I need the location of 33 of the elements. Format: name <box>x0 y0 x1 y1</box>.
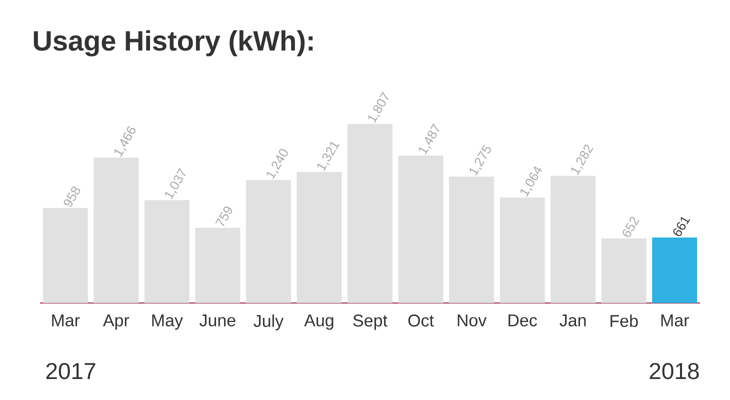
x-tick-label: Nov <box>458 314 487 326</box>
bar <box>500 198 545 303</box>
data-label: 759 <box>215 206 232 226</box>
x-tick-label: Jan <box>560 314 586 326</box>
bar <box>42 208 88 303</box>
x-tick-label: Sept <box>353 314 388 330</box>
data-label: 661 <box>673 216 690 236</box>
x-tick-label: Dec <box>508 314 537 326</box>
x-tick-label: Mar <box>52 314 80 326</box>
bar <box>348 124 393 303</box>
chart-title: Usage History (kWh): <box>34 30 313 56</box>
x-tick-label: Mar <box>661 314 689 326</box>
bar <box>144 200 190 303</box>
data-label: 652 <box>622 216 640 237</box>
bar <box>195 228 240 303</box>
bar <box>550 176 596 303</box>
bar <box>296 172 342 303</box>
bar <box>449 176 494 303</box>
bar <box>246 180 291 303</box>
x-tick-label: Aug <box>304 314 334 330</box>
data-label: 958 <box>64 186 80 207</box>
text: 2017 <box>46 362 96 380</box>
bar <box>652 237 698 303</box>
x-tick-label: July <box>254 314 284 330</box>
x-tick-label: Apr <box>102 314 130 330</box>
x-tick-label: Feb <box>610 314 638 328</box>
bar <box>94 158 139 303</box>
bar <box>398 156 444 303</box>
x-tick-label: May <box>152 314 183 330</box>
x-tick-label: June <box>200 314 236 326</box>
x-tick-label: Oct <box>408 314 434 327</box>
text: 2018 <box>650 362 699 380</box>
bar <box>601 238 646 303</box>
